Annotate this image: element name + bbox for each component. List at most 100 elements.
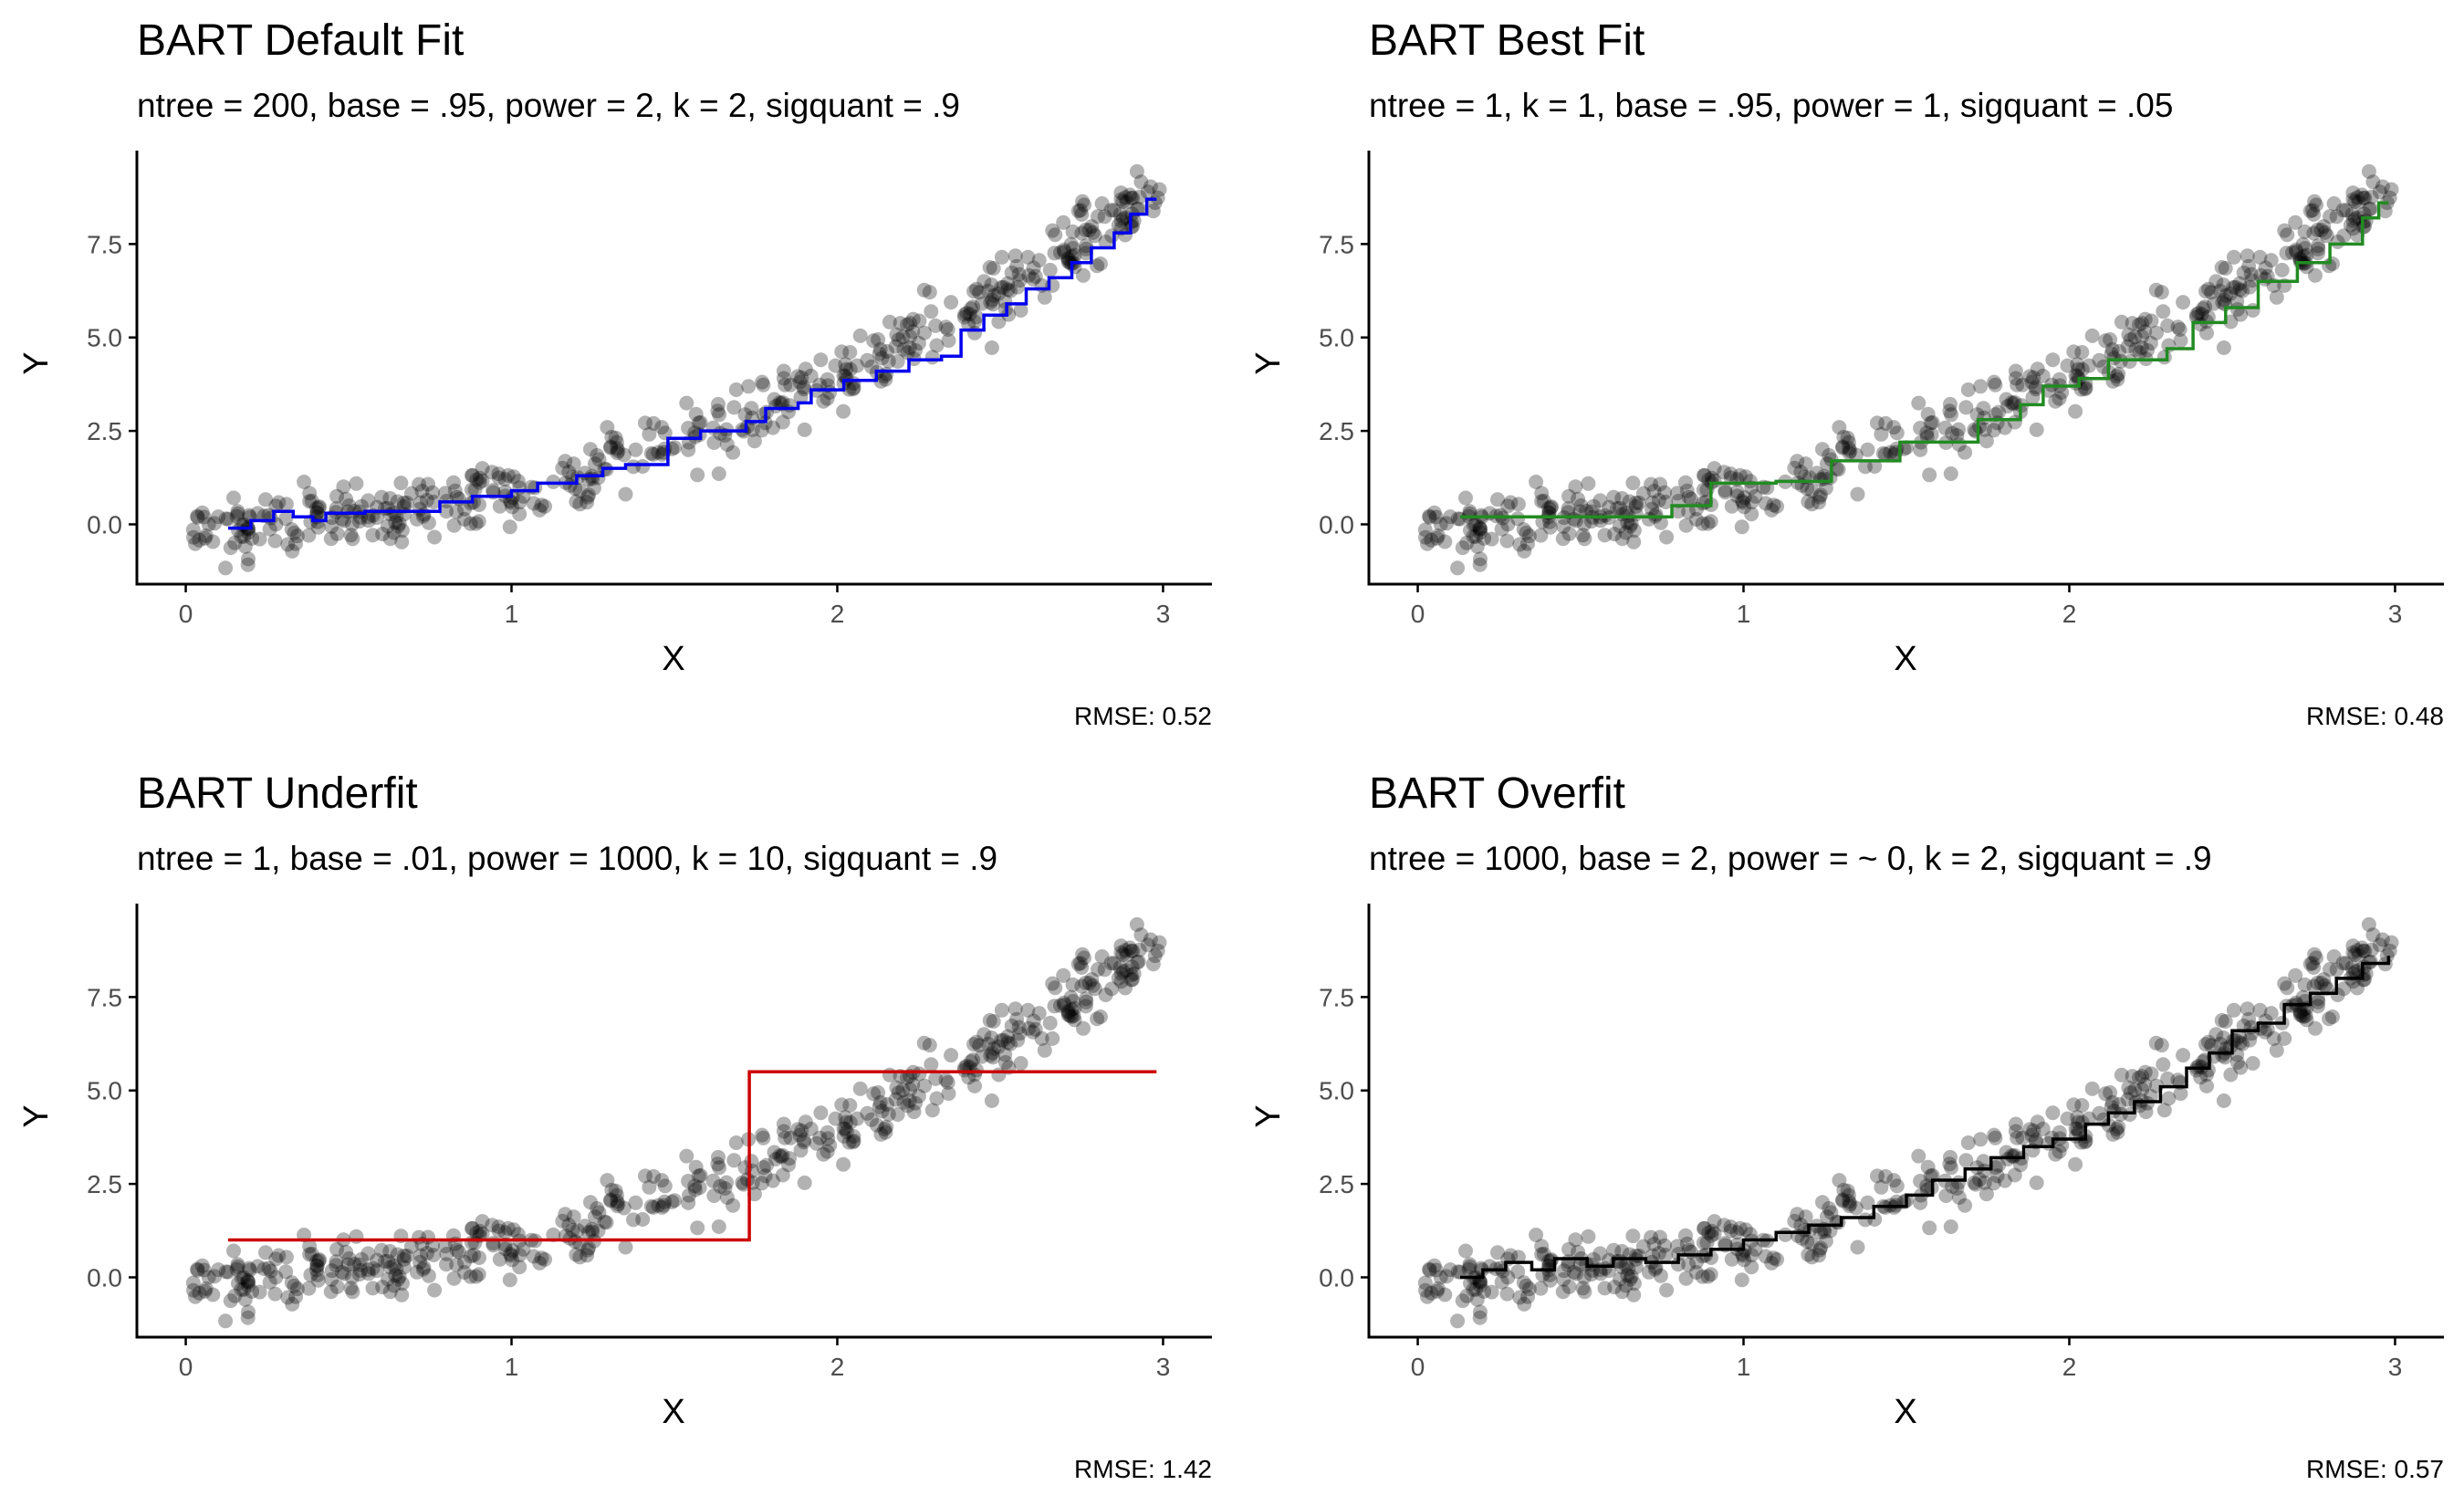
chart-title: BART Default Fit bbox=[137, 16, 464, 65]
data-point bbox=[2028, 382, 2043, 397]
data-point bbox=[881, 1106, 896, 1122]
data-point bbox=[900, 317, 914, 332]
data-point bbox=[646, 415, 662, 431]
data-point bbox=[2365, 927, 2381, 943]
data-point bbox=[1870, 415, 1885, 431]
data-point bbox=[638, 415, 653, 431]
data-point bbox=[1913, 1174, 1928, 1188]
data-point bbox=[1021, 267, 1037, 283]
data-point bbox=[681, 421, 696, 435]
data-point bbox=[1074, 207, 1090, 222]
data-point bbox=[2216, 277, 2231, 292]
data-point bbox=[1958, 1153, 1974, 1168]
data-point bbox=[426, 495, 442, 509]
data-point bbox=[841, 382, 857, 397]
data-point bbox=[1517, 1296, 1532, 1312]
data-point bbox=[1724, 1251, 1739, 1267]
data-point bbox=[1696, 1235, 1711, 1250]
data-point bbox=[1744, 1260, 1759, 1275]
data-point bbox=[711, 466, 726, 481]
data-point bbox=[390, 494, 405, 509]
data-point bbox=[2035, 368, 2051, 383]
data-point bbox=[1011, 1020, 1027, 1035]
data-point bbox=[1581, 476, 1596, 491]
data-point bbox=[1842, 441, 1857, 456]
data-point bbox=[309, 500, 325, 516]
data-point bbox=[1793, 465, 1809, 480]
data-point bbox=[400, 1249, 414, 1263]
data-point bbox=[256, 1261, 272, 1277]
x-tick-label: 2 bbox=[2062, 600, 2077, 628]
data-point bbox=[896, 341, 912, 357]
data-point bbox=[1623, 1271, 1638, 1287]
data-point bbox=[278, 1264, 294, 1280]
data-point bbox=[1123, 943, 1139, 958]
data-point bbox=[1942, 1156, 1958, 1172]
data-point bbox=[1798, 1209, 1813, 1225]
data-point bbox=[986, 297, 1001, 312]
data-point bbox=[1556, 1263, 1571, 1279]
data-point bbox=[917, 325, 932, 340]
data-point bbox=[1140, 937, 1155, 953]
data-point bbox=[1618, 525, 1634, 540]
data-point bbox=[2263, 253, 2279, 268]
data-point bbox=[2078, 1134, 2093, 1148]
data-point bbox=[994, 1002, 1009, 1018]
data-point bbox=[336, 479, 351, 495]
data-point bbox=[1976, 401, 1991, 416]
data-point bbox=[1133, 174, 1149, 190]
data-point bbox=[360, 1246, 376, 1261]
data-point bbox=[194, 505, 210, 520]
data-point bbox=[565, 1222, 580, 1238]
data-point bbox=[245, 530, 260, 546]
data-point bbox=[1152, 182, 1167, 197]
panel-overfit: BART Overfit ntree = 1000, base = 2, pow… bbox=[1232, 753, 2464, 1506]
data-point bbox=[908, 1095, 923, 1111]
data-point bbox=[2232, 1029, 2248, 1044]
data-point bbox=[1075, 946, 1091, 962]
data-point bbox=[280, 1290, 296, 1305]
data-point bbox=[654, 1199, 670, 1215]
data-point bbox=[1646, 1237, 1662, 1251]
data-point bbox=[2348, 211, 2363, 226]
data-point bbox=[1626, 1287, 1642, 1302]
data-point bbox=[1074, 978, 1090, 994]
data-point bbox=[192, 1285, 207, 1301]
data-point bbox=[2206, 296, 2221, 311]
data-point bbox=[1818, 480, 1833, 496]
data-point bbox=[597, 1214, 612, 1229]
y-tick-label: 7.5 bbox=[87, 230, 122, 258]
data-point bbox=[1147, 948, 1163, 964]
data-point bbox=[1048, 227, 1063, 243]
data-point bbox=[838, 1121, 853, 1136]
data-point bbox=[1443, 509, 1458, 525]
data-point bbox=[2104, 341, 2120, 357]
data-point bbox=[882, 1067, 897, 1082]
data-point bbox=[986, 1014, 1001, 1029]
data-point bbox=[309, 1253, 325, 1269]
data-point bbox=[2311, 991, 2325, 1007]
data-point bbox=[280, 537, 296, 552]
data-point bbox=[2216, 340, 2231, 355]
data-point bbox=[532, 1255, 548, 1271]
data-point bbox=[2193, 317, 2208, 332]
data-point bbox=[365, 1260, 381, 1276]
data-point bbox=[396, 1260, 412, 1275]
data-point bbox=[419, 1246, 434, 1261]
data-point bbox=[310, 1272, 326, 1288]
data-point bbox=[775, 1167, 790, 1183]
data-point bbox=[645, 1199, 661, 1215]
data-point bbox=[1949, 1181, 1965, 1196]
data-point bbox=[1001, 307, 1017, 322]
data-point bbox=[1123, 967, 1139, 983]
data-point bbox=[871, 1085, 886, 1100]
data-point bbox=[1057, 997, 1072, 1012]
data-point bbox=[1056, 242, 1071, 257]
data-point bbox=[2350, 227, 2365, 243]
data-point bbox=[1112, 960, 1128, 975]
data-point bbox=[289, 528, 305, 544]
data-point bbox=[2232, 276, 2248, 291]
data-point bbox=[1999, 392, 2014, 407]
data-point bbox=[2296, 248, 2312, 264]
data-point bbox=[1860, 442, 1875, 457]
